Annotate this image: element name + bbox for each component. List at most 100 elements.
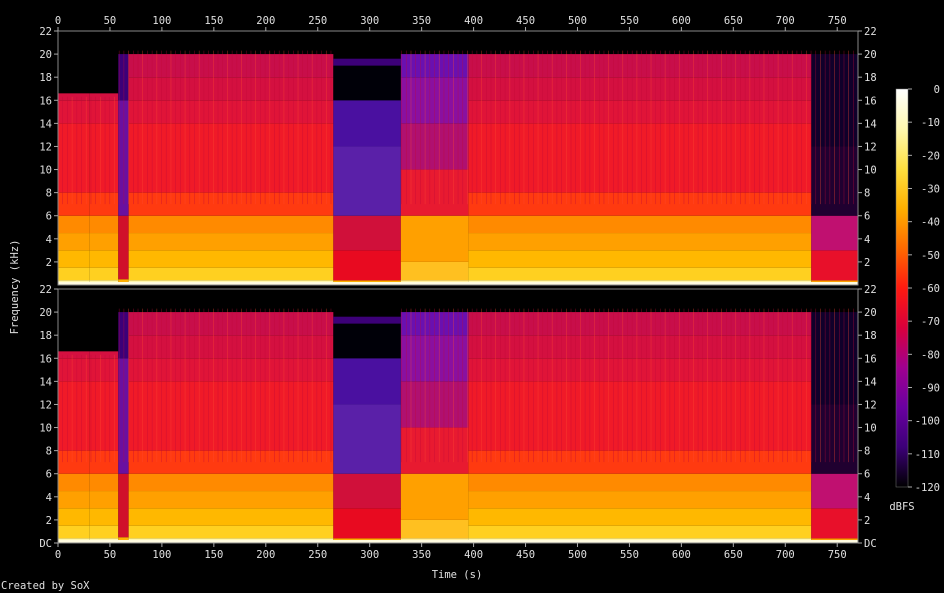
y-tick-label-left: 22: [39, 284, 52, 296]
x-tick-label-top: 500: [568, 15, 587, 27]
spectrogram-band: [89, 215, 119, 234]
x-tick-label-top: 250: [308, 15, 327, 27]
spectrogram-band: [89, 508, 119, 526]
spectrogram-band: [58, 473, 90, 492]
colorbar-tick-label: -30: [921, 184, 940, 196]
spectrogram-band: [128, 54, 334, 78]
spectrogram-band: [58, 250, 90, 268]
spectrogram-band: [128, 473, 334, 492]
spectrogram-band: [58, 381, 90, 451]
spectrogram-band: [128, 123, 334, 193]
spectrogram-band: [89, 473, 119, 492]
colorbar-tick-label: -110: [915, 449, 940, 461]
colorbar-tick-label: -120: [915, 482, 940, 494]
spectrogram-band: [468, 381, 812, 451]
y-tick-label-right: 14: [864, 376, 877, 388]
spectrogram-band: [128, 335, 334, 359]
spectrogram-band: [118, 358, 129, 474]
spectrogram-band: [333, 358, 401, 405]
y-tick-label-left: 16: [39, 353, 52, 365]
spectrogram-band: [128, 215, 334, 234]
y-tick-label-left: DC: [39, 538, 52, 550]
spectrogram-band: [333, 146, 401, 216]
spectrogram-panels: [57, 31, 858, 543]
spectrogram-band: [333, 250, 401, 281]
spectrogram-band: [89, 93, 119, 101]
x-tick-label-bottom: 500: [568, 549, 587, 561]
dc-line: [58, 282, 858, 285]
y-tick-label-right: 10: [864, 165, 877, 177]
x-tick-label-bottom: 200: [256, 549, 275, 561]
spectrogram-band: [58, 267, 90, 281]
x-tick-label-bottom: 400: [464, 549, 483, 561]
spectrogram-band: [118, 215, 129, 280]
colorbar-gradient: [895, 88, 909, 488]
spectrogram-band: [118, 312, 129, 359]
y-tick-label-left: 18: [39, 72, 52, 84]
y-tick-label-left: 10: [39, 165, 52, 177]
y-tick-label-right: 16: [864, 95, 877, 107]
spectrogram-band: [333, 473, 401, 509]
spectrogram-band: [468, 312, 812, 336]
spectrogram-band: [128, 312, 334, 336]
spectrogram-band: [468, 335, 812, 359]
spectrogram-band: [333, 316, 401, 324]
y-tick-label-right: 20: [864, 49, 877, 61]
x-tick-label-bottom: 250: [308, 549, 327, 561]
x-tick-label-top: 650: [724, 15, 743, 27]
spectrogram-band: [468, 100, 812, 124]
spectrogram-band: [468, 267, 812, 281]
y-tick-label-left: 10: [39, 423, 52, 435]
x-tick-label-bottom: 650: [724, 549, 743, 561]
colorbar-tick-label: -70: [921, 316, 940, 328]
spectrogram-band: [89, 381, 119, 451]
y-tick-label-left: 12: [39, 141, 52, 153]
x-tick-label-top: 150: [204, 15, 223, 27]
y-tick-label-left: 14: [39, 118, 52, 130]
colorbar-tick-label: -50: [921, 250, 940, 262]
spectrogram-band: [58, 508, 90, 526]
spectrogram-band: [468, 77, 812, 101]
spectrogram-axes: 0 0 50 50 100 100 150 150 200 200 250 250 300 300 350 3…: [39, 15, 876, 561]
spectrogram-band: [400, 519, 469, 539]
spectrogram-band: [128, 358, 334, 382]
spectrogram-band: [58, 491, 90, 509]
y-tick-label-right: 16: [864, 353, 877, 365]
x-tick-label-bottom: 50: [104, 549, 117, 561]
y-tick-label-right: 6: [864, 211, 870, 223]
y-tick-label-left: 18: [39, 330, 52, 342]
spectrogram-band: [89, 267, 119, 281]
spectrogram-band: [333, 215, 401, 251]
spectrogram-band: [128, 267, 334, 281]
spectrogram-band: [128, 508, 334, 526]
spectrogram-band: [468, 450, 812, 474]
x-tick-label-bottom: 100: [152, 549, 171, 561]
y-tick-label-right: 12: [864, 399, 877, 411]
spectrogram-band: [118, 473, 129, 538]
y-tick-label-left: 6: [46, 469, 52, 481]
y-tick-label-left: 4: [46, 234, 52, 246]
y-tick-label-right: 6: [864, 469, 870, 481]
plot-frame: [57, 30, 859, 286]
y-tick-label-right: 18: [864, 330, 877, 342]
x-axis-label: Time (s): [432, 569, 483, 581]
spectrogram-band: [400, 473, 469, 520]
spectrogram-band: [58, 525, 90, 539]
spectrogram-band: [89, 351, 119, 359]
spectrogram-band: [468, 215, 812, 234]
spectrogram-band: [468, 192, 812, 216]
y-tick-label-left: 12: [39, 399, 52, 411]
spectrogram-band: [89, 250, 119, 268]
credit-text: Created by SoX: [1, 580, 90, 592]
colorbar-tick-label: -90: [921, 383, 940, 395]
x-tick-label-bottom: 350: [412, 549, 431, 561]
colorbar-tick-label: -40: [921, 217, 940, 229]
y-tick-label-left: 4: [46, 492, 52, 504]
x-tick-label-top: 550: [620, 15, 639, 27]
spectrogram-band: [811, 215, 858, 251]
colorbar-tick-label: 0: [934, 84, 940, 96]
spectrogram-band: [128, 381, 334, 451]
spectrogram-band: [89, 100, 119, 124]
x-tick-label-top: 350: [412, 15, 431, 27]
